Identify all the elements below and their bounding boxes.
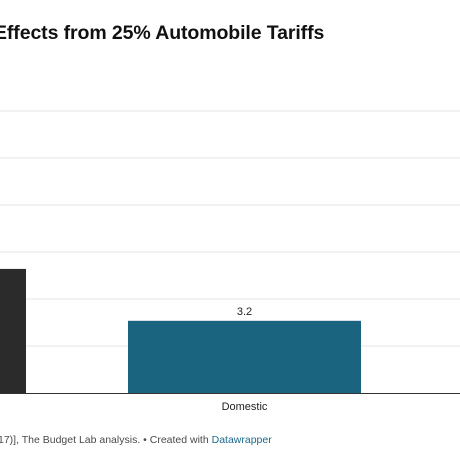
bar <box>128 320 361 393</box>
chart-footer: 17)], The Budget Lab analysis. • Created… <box>0 434 272 446</box>
chart-title: Effects from 25% Automobile Tariffs <box>0 22 325 44</box>
source-note: 17)], The Budget Lab analysis. • Created… <box>0 434 212 446</box>
bar-value-label: 3.2 <box>237 306 252 318</box>
datawrapper-link[interactable]: Datawrapper <box>211 434 272 446</box>
x-tick-label: Domestic <box>222 401 268 413</box>
bar <box>0 268 26 393</box>
